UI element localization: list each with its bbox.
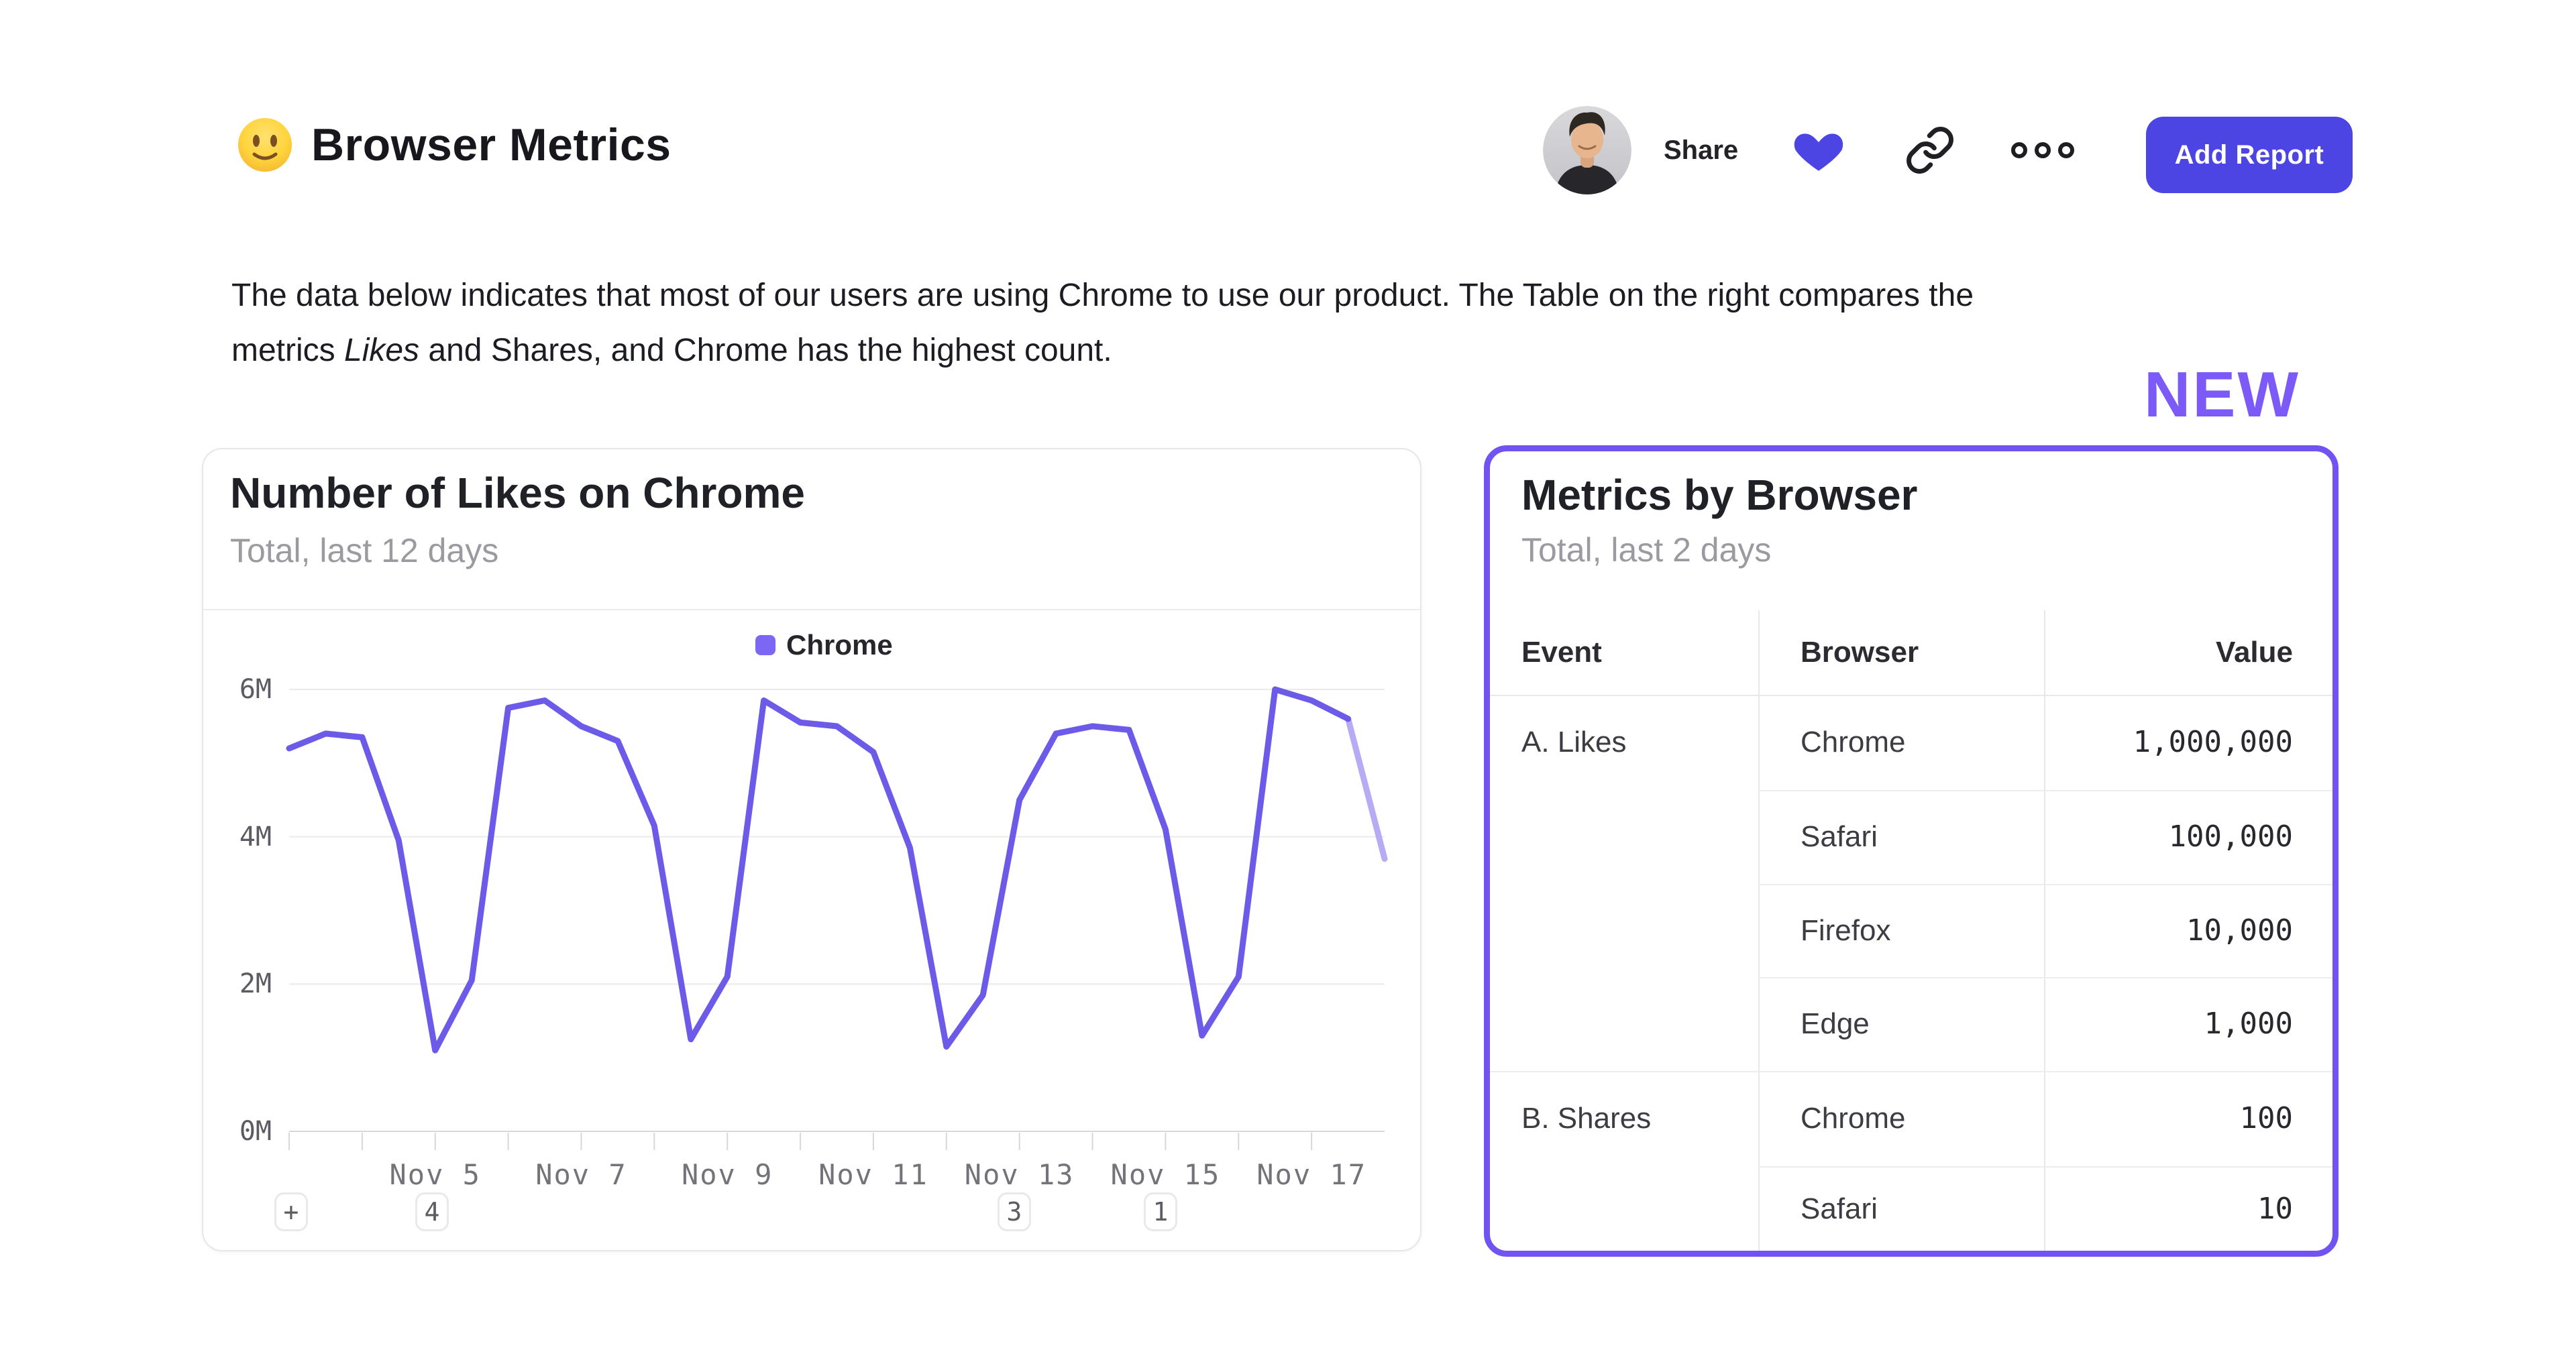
chart-card-title: Number of Likes on Chrome [230, 469, 805, 517]
table-card-title: Metrics by Browser [1521, 471, 1918, 519]
table-cell-browser: Chrome [1801, 726, 1906, 758]
table-cell-value: 100 [2239, 1101, 2293, 1135]
page-header: Browser Metrics [236, 106, 672, 184]
table-card-subtitle: Total, last 2 days [1521, 531, 1772, 569]
description-paragraph: The data below indicates that most of ou… [231, 268, 2465, 378]
table-header-divider [1490, 695, 2332, 696]
y-axis-label: 0M [239, 1116, 272, 1147]
table-cell-browser: Safari [1801, 1192, 1878, 1225]
column-header-browser: Browser [1801, 636, 1919, 669]
table-cell-browser: Chrome [1801, 1102, 1906, 1135]
new-annotation: NEW [2144, 359, 2300, 431]
x-axis-label: Nov 17 [1256, 1158, 1366, 1191]
link-icon[interactable] [1904, 125, 1955, 176]
annotation-add-button[interactable]: + [274, 1192, 308, 1231]
table-row-divider [1758, 790, 2332, 791]
x-axis-label: Nov 15 [1110, 1158, 1221, 1191]
italic-likes: Likes [344, 333, 420, 368]
smiley-emoji-icon [236, 116, 294, 174]
table-cell-browser: Firefox [1801, 914, 1891, 947]
annotation-badge-1[interactable]: 1 [1144, 1192, 1177, 1231]
table-cell-value: 10,000 [2186, 913, 2293, 948]
table-cell-value: 10 [2257, 1192, 2293, 1226]
share-button[interactable]: Share [1664, 135, 1739, 165]
more-dots-icon[interactable] [2008, 139, 2078, 162]
x-axis-label: Nov 13 [964, 1158, 1075, 1191]
x-axis-label: Nov 5 [389, 1158, 481, 1191]
heart-icon[interactable] [1789, 123, 1848, 178]
metrics-table-card: Metrics by Browser Total, last 2 days Ev… [1484, 445, 2339, 1257]
y-axis-label: 2M [239, 968, 272, 1000]
event-label-likes: A. Likes [1521, 726, 1627, 758]
x-axis-label: Nov 7 [535, 1158, 627, 1191]
column-header-value: Value [2216, 636, 2293, 669]
page-title: Browser Metrics [311, 119, 672, 170]
table-row-divider [1758, 977, 2332, 978]
legend-label: Chrome [786, 629, 893, 661]
x-axis-label: Nov 11 [818, 1158, 928, 1191]
table-cell-value: 1,000,000 [2133, 725, 2293, 759]
likes-chart-card: Number of Likes on Chrome Total, last 12… [202, 448, 1421, 1251]
table-cell-value: 1,000 [2204, 1007, 2293, 1041]
user-avatar[interactable] [1543, 106, 1631, 194]
annotation-badge-4[interactable]: 4 [415, 1192, 449, 1231]
header-actions: Share [1543, 106, 2078, 194]
table-column-divider [1758, 610, 1760, 1251]
event-label-shares: B. Shares [1521, 1102, 1652, 1135]
x-axis-label: Nov 9 [681, 1158, 773, 1191]
table-group-divider [1490, 1071, 2332, 1072]
y-axis-label: 4M [239, 821, 272, 852]
add-report-button[interactable]: Add Report [2146, 117, 2353, 193]
y-axis-label: 6M [239, 674, 272, 705]
description-line-1: The data below indicates that most of ou… [231, 278, 1974, 313]
table-cell-browser: Edge [1801, 1007, 1870, 1040]
legend-item-chrome[interactable]: Chrome [755, 629, 893, 661]
table-row-divider [1758, 884, 2332, 885]
description-line-2: metrics Likes and Shares, and Chrome has… [231, 333, 1112, 368]
legend-color-chip [755, 635, 775, 655]
chart-card-subtitle: Total, last 12 days [230, 532, 499, 569]
card-header-divider [203, 609, 1420, 610]
table-row-divider [1758, 1166, 2332, 1168]
column-header-event: Event [1521, 636, 1602, 669]
table-cell-value: 100,000 [2168, 820, 2293, 854]
likes-line-chart [286, 686, 1388, 1150]
annotation-badge-3[interactable]: 3 [998, 1192, 1031, 1231]
table-cell-browser: Safari [1801, 820, 1878, 853]
table-column-divider [2044, 610, 2045, 1251]
